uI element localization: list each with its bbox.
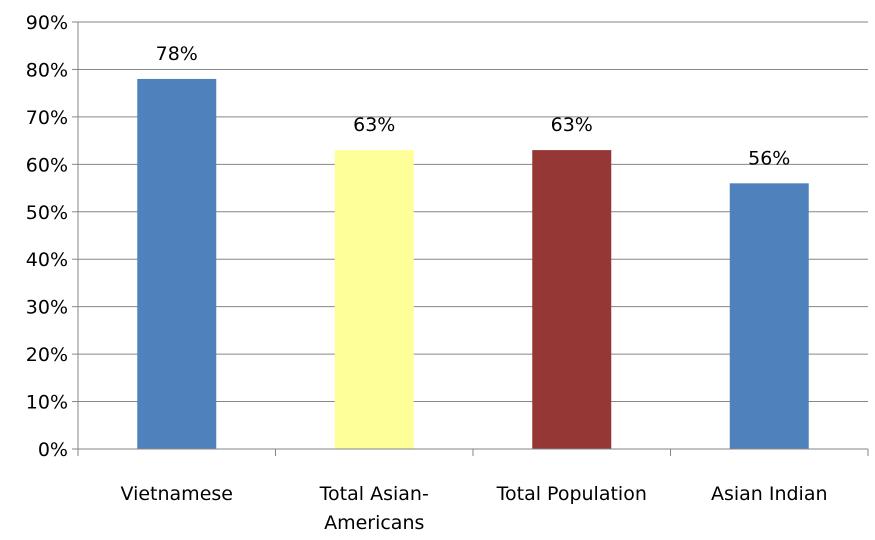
y-tick-label: 70% bbox=[26, 107, 68, 129]
data-label: 56% bbox=[748, 147, 790, 169]
y-tick-label: 0% bbox=[38, 439, 68, 461]
y-axis: 0% 10% 20% 30% 40% 50% 60% 70% 80% 90% bbox=[26, 12, 79, 461]
bar bbox=[532, 150, 612, 449]
x-tick-label: Total Population bbox=[496, 483, 647, 505]
x-tick-label: Vietnamese bbox=[121, 483, 233, 505]
bar bbox=[729, 183, 809, 450]
y-tick-label: 60% bbox=[26, 154, 68, 176]
data-label: 78% bbox=[156, 43, 198, 65]
x-tick-label: Americans bbox=[324, 512, 424, 534]
data-label: 63% bbox=[353, 114, 395, 136]
y-tick-label: 10% bbox=[26, 392, 68, 414]
bar bbox=[334, 150, 414, 449]
x-axis: Vietnamese Total Asian- Americans Total Pop… bbox=[77, 448, 869, 534]
x-tick-label: Asian Indian bbox=[711, 483, 828, 505]
data-label: 63% bbox=[551, 114, 593, 136]
x-tick-label: Total Asian- bbox=[319, 483, 429, 505]
y-tick-label: 40% bbox=[26, 249, 68, 271]
y-tick-label: 80% bbox=[26, 59, 68, 81]
y-tick-label: 50% bbox=[26, 202, 68, 224]
y-tick-label: 90% bbox=[26, 12, 68, 34]
y-tick-label: 30% bbox=[26, 297, 68, 319]
bar bbox=[137, 78, 217, 449]
y-tick-label: 20% bbox=[26, 344, 68, 366]
data-labels: 78% 63% 63% 56% bbox=[156, 43, 791, 169]
bars bbox=[137, 78, 809, 450]
